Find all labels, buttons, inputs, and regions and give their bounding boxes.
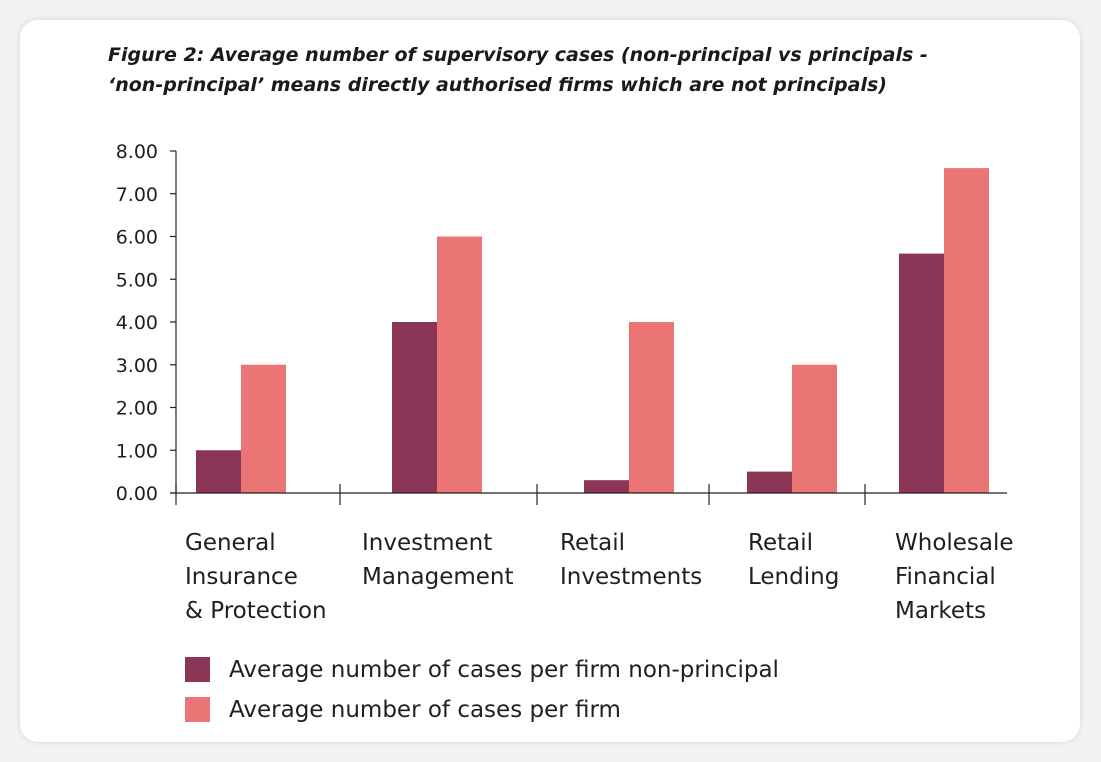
x-category-label-line: General bbox=[185, 530, 276, 556]
x-category-label: Wholesale Financial Markets bbox=[895, 530, 1014, 624]
x-category-label-line: Wholesale bbox=[895, 530, 1014, 556]
x-category-label-line: & Protection bbox=[185, 598, 327, 624]
figure-title-line-2: ‘non-principal’ means directly authorise… bbox=[108, 74, 887, 96]
bar-non-principal bbox=[392, 322, 437, 493]
bar-per-firm bbox=[241, 364, 286, 493]
y-tick-label: 7.00 bbox=[116, 184, 158, 206]
bar-non-principal bbox=[747, 471, 792, 493]
x-category-label-line: Retail bbox=[748, 530, 813, 556]
figure-title-line-1: Figure 2: Average number of supervisory … bbox=[108, 44, 928, 66]
legend-label-non-principal: Average number of cases per firm non-pri… bbox=[229, 657, 779, 683]
legend-label-per-firm: Average number of cases per firm bbox=[229, 697, 621, 723]
x-category-label-line: Retail bbox=[560, 530, 625, 556]
bar-non-principal bbox=[899, 253, 944, 493]
x-category-label: Investment Management bbox=[362, 530, 514, 590]
y-tick-label: 2.00 bbox=[116, 398, 158, 420]
x-category-label-line: Investments bbox=[560, 564, 702, 590]
bar-per-firm bbox=[629, 322, 674, 493]
x-category-label: Retail Lending bbox=[748, 530, 839, 590]
x-category-label-line: Investment bbox=[362, 530, 492, 556]
y-tick-label: 6.00 bbox=[116, 227, 158, 249]
bar-non-principal bbox=[196, 450, 241, 493]
figure-title: Figure 2: Average number of supervisory … bbox=[108, 40, 928, 100]
x-category-label: General Insurance & Protection bbox=[185, 530, 327, 624]
y-tick-label: 4.00 bbox=[116, 312, 158, 334]
x-category-label: Retail Investments bbox=[560, 530, 702, 590]
x-category-label-line: Management bbox=[362, 564, 514, 590]
x-category-label-line: Markets bbox=[895, 598, 986, 624]
x-category-label-line: Insurance bbox=[185, 564, 298, 590]
x-category-label-line: Financial bbox=[895, 564, 996, 590]
legend-swatch-non-principal bbox=[185, 657, 210, 682]
bar-per-firm bbox=[792, 364, 837, 493]
legend-swatch-per-firm bbox=[185, 697, 210, 722]
bar-non-principal bbox=[584, 480, 629, 493]
y-tick-label: 0.00 bbox=[116, 483, 158, 505]
y-tick-label: 3.00 bbox=[116, 355, 158, 377]
y-tick-label: 5.00 bbox=[116, 269, 158, 291]
y-tick-label: 8.00 bbox=[116, 141, 158, 163]
bar-per-firm bbox=[944, 168, 989, 493]
y-tick-label: 1.00 bbox=[116, 440, 158, 462]
bar-per-firm bbox=[437, 236, 482, 493]
x-category-label-line: Lending bbox=[748, 564, 839, 590]
